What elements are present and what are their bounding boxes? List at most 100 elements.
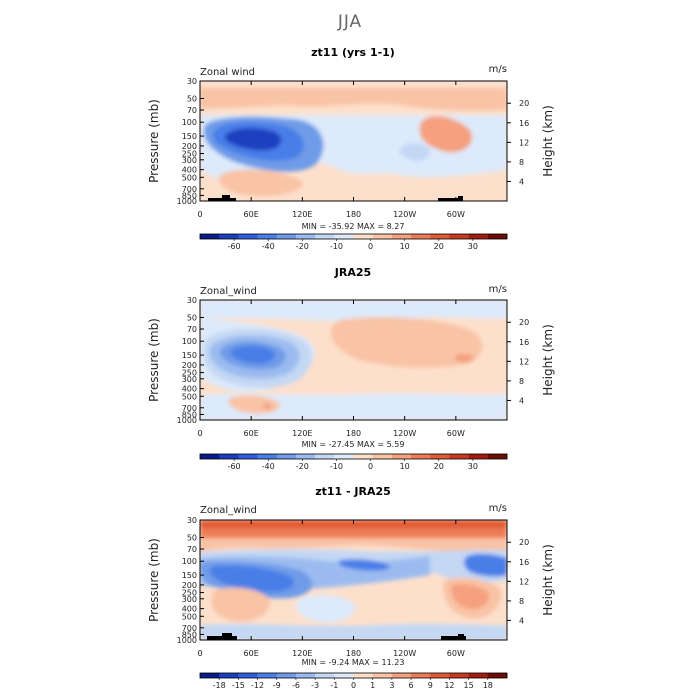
colorbar-tick-label: -6 xyxy=(292,681,300,690)
colorbar-swatch xyxy=(238,234,258,239)
height-tick-label: 20 xyxy=(519,99,529,108)
height-axis-label: Height (km) xyxy=(541,324,555,395)
min-max-stats: MIN = -27.45 MAX = 5.59 xyxy=(302,440,405,449)
pressure-axis-label: Pressure (mb) xyxy=(147,538,161,622)
colorbar-tick-label: 20 xyxy=(434,242,444,251)
colorbar-swatch xyxy=(200,454,220,459)
colorbar-tick-label: 0 xyxy=(351,681,356,690)
colorbar-tick-label: 6 xyxy=(409,681,414,690)
colorbar-swatch xyxy=(391,234,412,239)
colorbar: -60 -40 -20 -10 0 10 20 30 xyxy=(199,233,508,251)
colorbar-swatch xyxy=(487,454,508,459)
colorbar-tick-label: 30 xyxy=(468,462,478,471)
colorbar-tick-label: -15 xyxy=(232,681,245,690)
colorbar-swatch xyxy=(449,673,469,678)
contour-field xyxy=(200,300,507,420)
pressure-tick-label: 700 xyxy=(182,404,197,413)
variable-label: Zonal_wind xyxy=(200,286,257,297)
pressure-tick-label: 850 xyxy=(182,410,197,419)
colorbar-swatch xyxy=(468,454,489,459)
longitude-tick-label: 180 xyxy=(346,210,361,219)
colorbar-swatch xyxy=(334,454,354,459)
longitude-tick-label: 120E xyxy=(292,429,312,438)
height-axis-label: Height (km) xyxy=(541,544,555,615)
colorbar-swatch xyxy=(487,673,508,678)
pressure-tick-label: 500 xyxy=(182,392,197,401)
colorbar-swatch xyxy=(468,673,489,678)
colorbar-swatch xyxy=(257,673,278,678)
colorbar-tick-label: -3 xyxy=(311,681,319,690)
height-tick-label: 4 xyxy=(519,177,524,186)
longitude-tick-label: 60E xyxy=(244,210,259,219)
height-tick-label: 12 xyxy=(519,577,529,586)
colorbar-tick-label: -10 xyxy=(330,242,343,251)
pressure-tick-label: 300 xyxy=(182,156,197,165)
height-tick-label: 12 xyxy=(519,138,529,147)
units-label: m/s xyxy=(489,503,507,514)
pressure-tick-label: 250 xyxy=(182,150,197,159)
longitude-tick-label: 120E xyxy=(292,210,312,219)
colorbar-swatch xyxy=(487,234,508,239)
colorbar-tick-label: -12 xyxy=(251,681,264,690)
colorbar-tick-label: 12 xyxy=(444,681,454,690)
colorbar-swatch xyxy=(315,673,335,678)
panel-title: JRA25 xyxy=(334,266,371,279)
colorbar-swatch xyxy=(295,454,316,459)
panel-obs: JRA25 Zonal_wind m/s 3050701001502002503… xyxy=(147,266,555,471)
colorbar-tick-label: 10 xyxy=(400,242,410,251)
colorbar-frame xyxy=(199,233,508,240)
pressure-tick-label: 200 xyxy=(182,581,197,590)
colorbar-tick-label: -9 xyxy=(273,681,281,690)
longitude-tick-label: 60W xyxy=(447,649,465,658)
longitude-tick-label: 180 xyxy=(346,429,361,438)
pressure-tick-label: 70 xyxy=(187,545,197,554)
longitude-tick-label: 0 xyxy=(197,649,202,658)
pressure-tick-label: 500 xyxy=(182,612,197,621)
colorbar-swatch xyxy=(219,234,239,239)
longitude-tick-label: 60E xyxy=(244,429,259,438)
colorbar-swatch xyxy=(315,454,335,459)
colorbar-tick-label: -20 xyxy=(296,462,309,471)
pressure-tick-label: 850 xyxy=(182,630,197,639)
pressure-tick-label: 50 xyxy=(187,533,197,542)
colorbar-swatch xyxy=(430,673,450,678)
colorbar-swatch xyxy=(430,454,450,459)
colorbar-swatch xyxy=(353,673,373,678)
colorbar-tick-label: 10 xyxy=(400,462,410,471)
colorbar-swatch xyxy=(411,454,431,459)
min-max-stats: MIN = -35.92 MAX = 8.27 xyxy=(302,222,405,231)
colorbar-tick-label: -20 xyxy=(296,242,309,251)
longitude-tick-label: 120W xyxy=(393,649,416,658)
contour-field xyxy=(200,520,507,640)
longitude-tick-label: 0 xyxy=(197,210,202,219)
colorbar-swatch xyxy=(200,234,220,239)
panel-diff: zt11 - JRA25 Zonal_wind m/s xyxy=(147,485,555,690)
colorbar-swatch xyxy=(372,673,393,678)
height-tick-label: 16 xyxy=(519,119,529,128)
pressure-tick-label: 850 xyxy=(182,191,197,200)
pressure-tick-label: 150 xyxy=(182,351,197,360)
height-tick-label: 8 xyxy=(519,597,524,606)
colorbar-swatch xyxy=(372,234,393,239)
pressure-tick-label: 30 xyxy=(187,77,197,86)
pressure-tick-label: 50 xyxy=(187,313,197,322)
colorbar-swatch xyxy=(295,673,316,678)
colorbar-swatch xyxy=(276,454,297,459)
colorbar: -60 -40 -20 -10 0 10 20 30 xyxy=(199,453,508,471)
colorbar-swatch xyxy=(219,454,239,459)
pressure-tick-label: 700 xyxy=(182,624,197,633)
pressure-axis-label: Pressure (mb) xyxy=(147,318,161,402)
pressure-tick-label: 400 xyxy=(182,605,197,614)
colorbar-swatch xyxy=(391,454,412,459)
longitude-tick-label: 180 xyxy=(346,649,361,658)
colorbar-tick-label: -40 xyxy=(262,462,275,471)
pressure-tick-label: 300 xyxy=(182,595,197,604)
height-axis-label: Height (km) xyxy=(541,105,555,176)
pressure-tick-label: 1000 xyxy=(177,636,197,645)
pressure-axis-label: Pressure (mb) xyxy=(147,99,161,183)
colorbar-swatch xyxy=(295,234,316,239)
colorbar-tick-label: 0 xyxy=(368,242,373,251)
colorbar-tick-label: 9 xyxy=(428,681,433,690)
